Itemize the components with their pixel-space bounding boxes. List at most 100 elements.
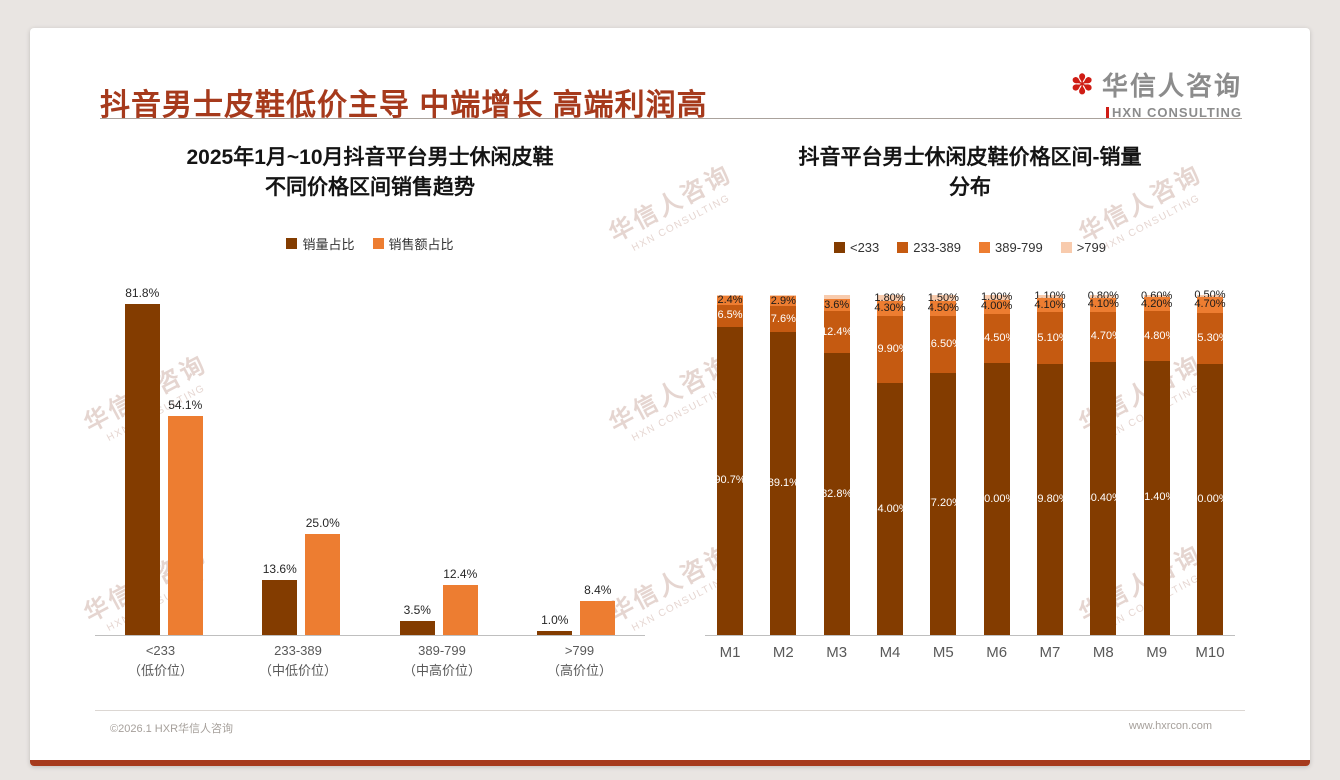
- logo-bottom: HXN CONSULTING: [1071, 105, 1242, 120]
- legend-label: 销售额占比: [388, 237, 454, 252]
- bar-wrapper: 81.8%: [124, 286, 160, 635]
- legend-label: 233-389: [913, 240, 961, 255]
- legend-swatch-icon: [1060, 242, 1072, 253]
- segment-value-label: 4.20%: [1141, 297, 1173, 310]
- legend-item: 233-389: [897, 240, 961, 255]
- category-main: 233-389: [274, 643, 322, 658]
- legend-label: >799: [1076, 240, 1107, 255]
- category-sub: （中高价位）: [402, 662, 481, 678]
- left-chart-legend: 销量占比 销售额占比: [95, 234, 645, 253]
- category-label: M9: [1146, 644, 1168, 661]
- right-chart-title: 抖音平台男士休闲皮鞋价格区间-销量 分布: [705, 143, 1235, 204]
- bar-segment: 0.50%: [1194, 290, 1225, 301]
- bar-segment: 15.10%: [1031, 312, 1069, 364]
- bar-wrapper: 3.5%: [399, 603, 435, 635]
- category-label: <233 （低价位）: [128, 641, 193, 680]
- bar-segment: 14.50%: [978, 313, 1015, 363]
- bar: [537, 630, 573, 635]
- bar-segment: 4.10%: [1034, 298, 1066, 313]
- segment-value-label: 0.60%: [1141, 289, 1173, 302]
- segment-value-label: 16.50%: [924, 337, 962, 350]
- segment-value-label: 2.9%: [770, 294, 796, 307]
- segment-value-label: 90.7%: [714, 474, 746, 487]
- category-main: >799: [564, 643, 595, 658]
- legend-label: 389-799: [995, 240, 1043, 255]
- segment-value-label: 1.10%: [1034, 290, 1066, 303]
- legend-swatch-icon: [897, 242, 909, 253]
- category-sub: （低价位）: [127, 662, 193, 678]
- left-chart-title-line1: 2025年1月~10月抖音平台男士休闲皮鞋: [186, 146, 554, 169]
- bar-value-label: 25.0%: [305, 515, 340, 530]
- logo-top: ✽ 华信人咨询: [1071, 66, 1242, 103]
- legend-swatch-icon: [833, 242, 845, 253]
- stacked-bar: 80.00% 15.30% 4.70% 0.50%: [1191, 290, 1229, 635]
- category-label: >799 （高价位）: [547, 641, 612, 680]
- stacked-bar: 89.1% 7.6% 2.9%: [768, 294, 799, 635]
- category-main: <233: [145, 643, 176, 658]
- segment-value-label: 2.4%: [717, 293, 743, 306]
- stacked-bar: 79.80% 15.10% 4.10% 1.10%: [1031, 291, 1069, 635]
- segment-value-label: 4.50%: [927, 302, 959, 315]
- bar-segment: 2.9%: [770, 294, 797, 307]
- segment-value-label: 81.40%: [1137, 491, 1176, 504]
- bar-wrapper: 12.4%: [442, 566, 478, 635]
- bar-value-label: 12.4%: [443, 566, 478, 581]
- stacked-bar: 80.40% 14.70% 4.10% 0.80%: [1085, 290, 1122, 635]
- bar-segment: 4.20%: [1141, 297, 1173, 312]
- bottom-accent-bar: [30, 760, 1310, 766]
- left-chart-title-line2: 不同价格区间销售趋势: [265, 176, 475, 200]
- category-label: M3: [826, 644, 848, 661]
- logo-tick-icon: [1105, 106, 1109, 119]
- category-sub: （中低价位）: [258, 662, 337, 678]
- category-sub: （高价位）: [546, 662, 612, 678]
- bar-segment: 89.1%: [768, 332, 799, 635]
- bar-segment: 4.50%: [927, 301, 959, 317]
- page-title: 抖音男士皮鞋低价主导 中端增长 高端利润高: [100, 89, 708, 122]
- bar-segment: 12.4%: [821, 311, 852, 354]
- bar-segment: 3.6%: [823, 299, 850, 312]
- stacked-bar: 81.40% 14.80% 4.20% 0.60%: [1138, 290, 1175, 635]
- segment-value-label: 4.30%: [874, 301, 906, 314]
- bar: [399, 620, 435, 635]
- bar-segment: 74.00%: [871, 383, 909, 635]
- bar-segment: 0.60%: [1141, 290, 1172, 301]
- bar-segment: [717, 295, 743, 297]
- bar: [442, 584, 478, 635]
- bar: [262, 579, 298, 635]
- segment-value-label: 14.50%: [977, 331, 1016, 344]
- segment-value-label: 7.6%: [770, 312, 796, 325]
- logo-cn-text: 华信人咨询: [1101, 71, 1242, 101]
- logo-seal-icon: ✽: [1070, 68, 1096, 100]
- bar-segment: 80.00%: [1191, 364, 1229, 635]
- left-chart-categories: <233 （低价位） 233-389 （中低价位） 389-799 （中高价位） >799 （…: [95, 641, 645, 680]
- bar-segment: 77.20%: [925, 372, 962, 635]
- bar: [305, 533, 341, 635]
- segment-value-label: 0.50%: [1194, 289, 1226, 302]
- legend-label: 销量占比: [302, 237, 355, 252]
- category-label: M6: [986, 644, 1008, 661]
- right-chart-plot: 90.7% 6.5% 2.4% 89.1% 7.6% 2.9% 82.8% 12.4% 3.6%…: [705, 290, 1235, 636]
- legend-swatch-icon: [372, 238, 384, 249]
- stacked-bar: 80.00% 14.50% 4.00% 1.00%: [978, 292, 1015, 635]
- bar-segment: 4.70%: [1194, 296, 1226, 313]
- bar-segment: 4.30%: [874, 301, 906, 316]
- footer-copyright: ©2026.1 HXR华信人咨询: [110, 723, 234, 735]
- category-label: M10: [1195, 644, 1225, 661]
- bar-segment: [823, 295, 850, 300]
- category-label: M4: [879, 644, 901, 661]
- bar-segment: 16.50%: [925, 316, 962, 373]
- segment-value-label: 80.00%: [977, 492, 1016, 505]
- category-label: 233-389 （中低价位）: [259, 641, 337, 680]
- category-label: M2: [772, 644, 794, 661]
- segment-value-label: 1.80%: [874, 291, 906, 304]
- bar: [580, 601, 616, 635]
- brand-logo: ✽ 华信人咨询 HXN CONSULTING: [1071, 66, 1242, 120]
- left-chart-plot: 81.8% 54.1% 13.6% 25.0% 3.5% 12.4% 1.0% 8.4%: [95, 286, 645, 636]
- bar-segment: [770, 295, 797, 297]
- right-chart-title-line2: 分布: [949, 176, 991, 200]
- category-label: M1: [719, 644, 741, 661]
- bar-segment: 1.80%: [874, 291, 906, 304]
- bar-segment: 14.80%: [1138, 311, 1175, 361]
- bar-group: 81.8% 54.1%: [124, 286, 203, 635]
